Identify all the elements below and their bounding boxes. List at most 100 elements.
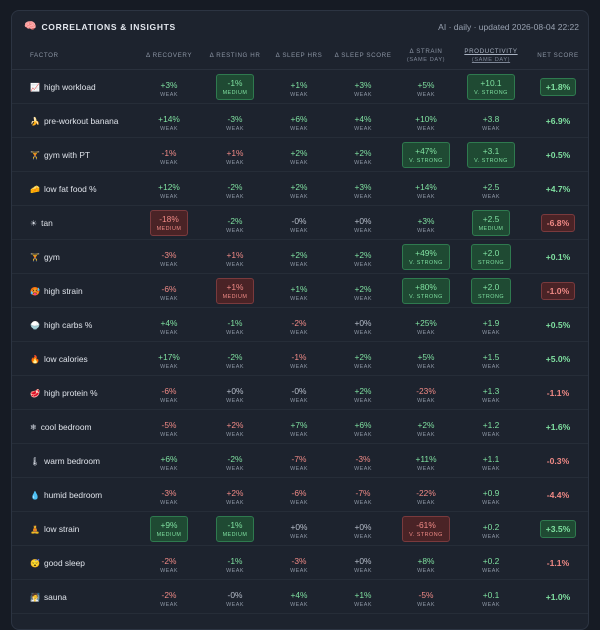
delta-value: -2% [227,215,243,226]
metric-cell-sleep_score: +6% WEAK [330,409,396,443]
delta-value: -2% [227,351,243,362]
metric-cell-sleep_hrs: +7% WEAK [268,409,330,443]
delta-value: +49% [415,247,437,258]
delta-value: +1% [226,281,244,292]
strength-label: WEAK [160,601,178,608]
metric-cell-recovery: -6% WEAK [136,273,202,307]
net-score-value: +0.5% [545,150,571,160]
metric-value-group: -22% WEAK [416,488,436,506]
metric-cell-strain: +49% V. STRONG [396,239,456,273]
delta-value: +10% [415,113,437,124]
strength-label: WEAK [226,601,244,608]
metric-value-group: -5% WEAK [417,590,435,608]
delta-value: +5% [417,351,435,362]
net-score-cell: +5.0% [526,341,588,375]
strength-label: WEAK [417,499,435,506]
table-row: 🏋 gym with PT -1% WEAK +1% WEAK +2% WEAK +2% WEAK… [12,137,588,171]
factor-label: high carbs % [43,320,93,330]
factor-cell: 🍌 pre-workout banana [12,103,136,137]
factor-icon: 🌡 [30,457,41,466]
strength-label: WEAK [354,125,372,132]
delta-value: +0.1 [482,589,500,600]
metric-cell-strain: +14% WEAK [396,171,456,205]
metric-cell-sleep_hrs: -3% WEAK [268,545,330,579]
metric-cell-resting_hr: -2% WEAK [202,341,268,375]
correlations-panel: 🧠 CORRELATIONS & INSIGHTS AI · daily · u… [11,10,589,630]
metric-value-group: +14% WEAK [415,182,437,200]
strength-label: WEAK [354,329,372,336]
delta-value: -2% [291,317,307,328]
factor-icon: 😴 [30,559,40,568]
metric-value-group: +6% WEAK [160,454,178,472]
delta-value: -6% [291,487,307,498]
metric-cell-recovery: +12% WEAK [136,171,202,205]
metric-value-group: +0% WEAK [354,556,372,574]
metric-cell-sleep_hrs: +1% WEAK [268,273,330,307]
delta-value: +2.5 [482,181,500,192]
net-score-cell: +0.5% [526,307,588,341]
strength-label: WEAK [417,193,435,200]
metric-cell-resting_hr: -1% MEDIUM [202,69,268,103]
metric-value-group: +3% WEAK [354,182,372,200]
highlight-badge: +9% MEDIUM [149,515,189,542]
metric-cell-sleep_score: +2% WEAK [330,137,396,171]
delta-value: +4% [354,113,372,124]
strength-label: WEAK [482,363,500,370]
strength-label: WEAK [160,567,178,574]
metric-cell-recovery: -1% WEAK [136,137,202,171]
metric-value-group: +0% WEAK [354,522,372,540]
metric-value-group: +2% WEAK [354,386,372,404]
table-row: 🔥 low calories +17% WEAK -2% WEAK -1% WEAK +2% WE… [12,341,588,375]
factor-label: high protein % [43,388,98,398]
metric-value-group: +2% WEAK [290,182,308,200]
table-row: 🍚 high carbs % +4% WEAK -1% WEAK -2% WEAK +0% WEA… [12,307,588,341]
panel-header: 🧠 CORRELATIONS & INSIGHTS AI · daily · u… [12,11,588,43]
metric-cell-productivity: +0.1 WEAK [456,579,526,613]
net-score-value: +3.5% [539,519,577,538]
metric-value-group: -2% WEAK [160,590,178,608]
metric-cell-sleep_score: -3% WEAK [330,443,396,477]
delta-value: +1% [354,589,372,600]
metric-value-group: +5% WEAK [417,352,435,370]
net-score-value: +6.9% [545,116,571,126]
metric-value-group: +3% WEAK [354,80,372,98]
delta-value: -7% [355,487,371,498]
table-row: 🧘 low strain +9% MEDIUM -1% MEDIUM +0% WEAK +0% W… [12,511,588,545]
delta-value: +12% [158,181,180,192]
metric-cell-productivity: +1.9 WEAK [456,307,526,341]
delta-value: +2% [290,181,308,192]
column-label-productivity[interactable]: PRODUCTIVITY [464,48,518,56]
factor-label: sauna [43,592,67,602]
delta-value: -23% [416,385,436,396]
strength-label: WEAK [354,567,372,574]
delta-value: +2% [290,249,308,260]
metric-value-group: +2% WEAK [226,420,244,438]
metric-cell-strain: +8% WEAK [396,545,456,579]
table-header-row: FACTOR Δ RECOVERY Δ RESTING HR Δ SLEEP HRS Δ… [12,43,588,70]
strength-label: WEAK [417,91,435,98]
metric-cell-productivity: +0.2 WEAK [456,511,526,545]
metric-cell-sleep_score: -7% WEAK [330,477,396,511]
delta-value: +0.9 [482,487,500,498]
delta-value: +1.5 [482,351,500,362]
metric-value-group: -2% WEAK [160,556,178,574]
metric-value-group: -3% WEAK [160,250,178,268]
metric-value-group: +2% WEAK [354,352,372,370]
strength-label: WEAK [160,91,178,98]
strength-label: WEAK [482,465,500,472]
metric-value-group: +0.9 WEAK [482,488,500,506]
table-row: 🏋 gym -3% WEAK +1% WEAK +2% WEAK +2% WEAK +49% V. S… [12,239,588,273]
net-score-cell: +1.6% [526,409,588,443]
delta-value: -61% [416,519,436,530]
factor-icon: 📈 [30,83,40,92]
factor-cell: 🥵 high strain [12,273,136,307]
delta-value: +2.0 [482,281,500,292]
strength-label: WEAK [290,159,308,166]
delta-value: -1% [227,555,243,566]
strength-label: WEAK [417,363,435,370]
metric-value-group: +6% WEAK [290,114,308,132]
column-header-productivity[interactable]: PRODUCTIVITY (SAME DAY) [456,43,526,70]
strength-label: WEAK [417,465,435,472]
strength-label: WEAK [160,295,178,302]
delta-value: +0% [354,215,372,226]
